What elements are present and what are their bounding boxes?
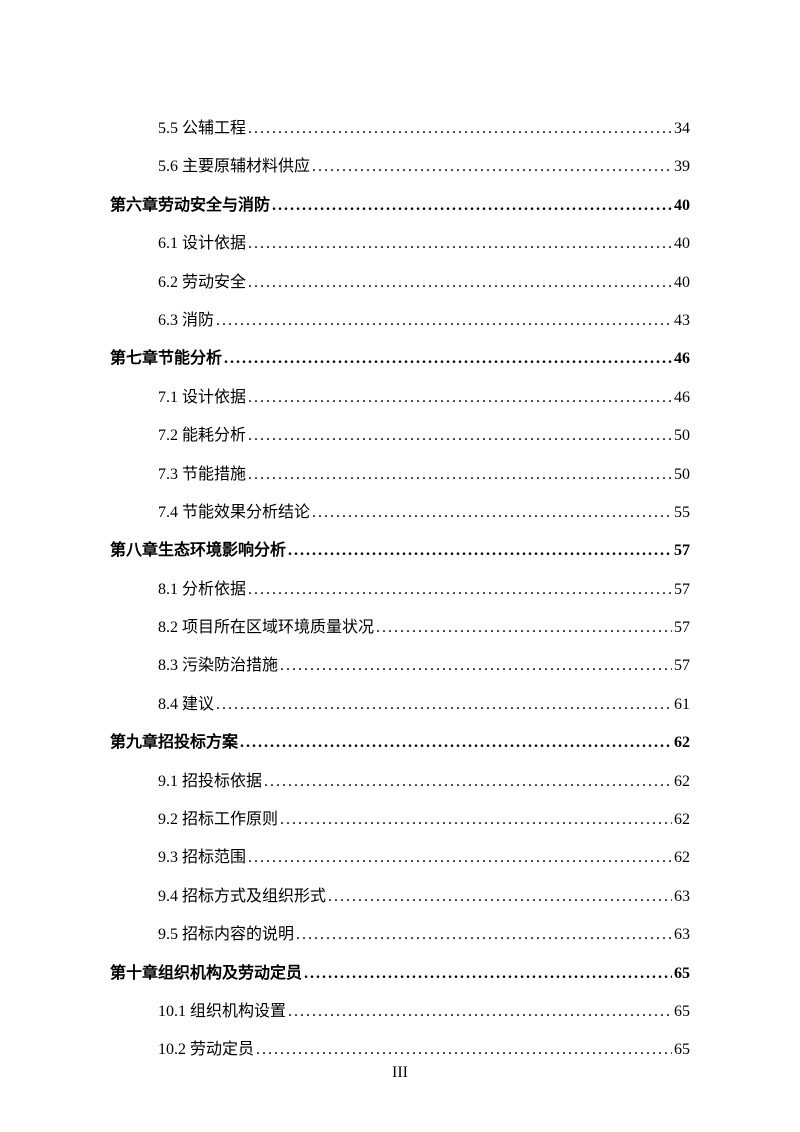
toc-entry: 第八章生态环境影响分析 57 [110, 532, 690, 570]
toc-leader [304, 955, 672, 993]
toc-entry: 7.1 设计依据 46 [110, 379, 690, 417]
toc-leader [312, 494, 672, 532]
toc-entry-page: 57 [674, 609, 690, 647]
toc-leader [296, 916, 672, 954]
toc-entry-page: 46 [674, 379, 690, 417]
toc-leader [240, 724, 672, 762]
toc-entry-page: 62 [674, 839, 690, 877]
toc-entry-page: 65 [674, 993, 690, 1031]
toc-entry-page: 62 [674, 724, 690, 762]
toc-entry: 第六章劳动安全与消防 40 [110, 187, 690, 225]
toc-entry-page: 50 [674, 417, 690, 455]
toc-entry: 10.1 组织机构设置 65 [110, 993, 690, 1031]
toc-entry: 8.1 分析依据 57 [110, 571, 690, 609]
toc-entry-label: 6.3 消防 [158, 302, 214, 340]
toc-entry-label: 第六章劳动安全与消防 [110, 187, 270, 225]
toc-entry-label: 6.1 设计依据 [158, 225, 246, 263]
toc-entry-page: 40 [674, 187, 690, 225]
toc-leader [288, 993, 672, 1031]
toc-entry-label: 7.4 节能效果分析结论 [158, 494, 310, 532]
toc-entry-page: 63 [674, 878, 690, 916]
toc-entry-page: 34 [674, 110, 690, 148]
toc-leader [224, 340, 672, 378]
toc-entry: 8.3 污染防治措施 57 [110, 647, 690, 685]
toc-entry-label: 9.2 招标工作原则 [158, 801, 278, 839]
toc-entry: 第七章节能分析 46 [110, 340, 690, 378]
toc-leader [248, 110, 672, 148]
toc-entry-label: 8.4 建议 [158, 686, 214, 724]
toc-entry-page: 62 [674, 763, 690, 801]
toc-entry: 9.1 招投标依据 62 [110, 763, 690, 801]
toc-entry: 9.2 招标工作原则 62 [110, 801, 690, 839]
toc-entry: 第十章组织机构及劳动定员 65 [110, 955, 690, 993]
toc-entry-label: 6.2 劳动安全 [158, 264, 246, 302]
toc-entry-label: 第十章组织机构及劳动定员 [110, 955, 302, 993]
toc-entry: 8.4 建议 61 [110, 686, 690, 724]
toc-entry-label: 第九章招投标方案 [110, 724, 238, 762]
toc-entry: 5.6 主要原辅材料供应 39 [110, 148, 690, 186]
toc-leader [376, 609, 672, 647]
toc-entry: 8.2 项目所在区域环境质量状况 57 [110, 609, 690, 647]
toc-leader [328, 878, 672, 916]
toc-entry-page: 50 [674, 456, 690, 494]
toc-entry: 7.3 节能措施 50 [110, 456, 690, 494]
toc-entry-label: 10.1 组织机构设置 [158, 993, 286, 1031]
toc-entry-page: 57 [674, 532, 690, 570]
toc-entry: 9.5 招标内容的说明 63 [110, 916, 690, 954]
toc-entry-label: 8.1 分析依据 [158, 571, 246, 609]
toc-entry-page: 43 [674, 302, 690, 340]
toc-entry: 7.2 能耗分析 50 [110, 417, 690, 455]
toc-entry: 5.5 公辅工程 34 [110, 110, 690, 148]
toc-entry-label: 第七章节能分析 [110, 340, 222, 378]
toc-entry-page: 40 [674, 225, 690, 263]
toc-leader [272, 187, 672, 225]
toc-leader [264, 763, 672, 801]
toc-entry-page: 57 [674, 647, 690, 685]
toc-entry-label: 第八章生态环境影响分析 [110, 532, 286, 570]
toc-entry-label: 9.5 招标内容的说明 [158, 916, 294, 954]
toc-leader [248, 225, 672, 263]
toc-leader [280, 801, 672, 839]
toc-leader [248, 417, 672, 455]
toc-entry-label: 7.1 设计依据 [158, 379, 246, 417]
toc-leader [248, 379, 672, 417]
toc-entry: 7.4 节能效果分析结论 55 [110, 494, 690, 532]
toc-entry-page: 62 [674, 801, 690, 839]
toc-leader [248, 456, 672, 494]
toc-entry: 6.3 消防 43 [110, 302, 690, 340]
toc-entry: 6.2 劳动安全 40 [110, 264, 690, 302]
toc-entry-label: 9.4 招标方式及组织形式 [158, 878, 326, 916]
toc-entry: 第九章招投标方案 62 [110, 724, 690, 762]
toc-entry-page: 65 [674, 955, 690, 993]
toc-entry-label: 7.2 能耗分析 [158, 417, 246, 455]
toc-leader [248, 264, 672, 302]
toc-entry-label: 9.1 招投标依据 [158, 763, 262, 801]
toc-entry-page: 40 [674, 264, 690, 302]
toc-entry-label: 8.3 污染防治措施 [158, 647, 278, 685]
toc-entry-page: 61 [674, 686, 690, 724]
toc-entry: 6.1 设计依据 40 [110, 225, 690, 263]
page-number: III [0, 1064, 800, 1082]
toc-entry-label: 5.6 主要原辅材料供应 [158, 148, 310, 186]
toc-entry-label: 8.2 项目所在区域环境质量状况 [158, 609, 374, 647]
toc-leader [216, 686, 672, 724]
toc-entry-page: 63 [674, 916, 690, 954]
toc-leader [248, 839, 672, 877]
table-of-contents: 5.5 公辅工程 345.6 主要原辅材料供应 39第六章劳动安全与消防 406… [110, 110, 690, 1070]
toc-leader [248, 571, 672, 609]
toc-entry-label: 5.5 公辅工程 [158, 110, 246, 148]
toc-entry-page: 55 [674, 494, 690, 532]
toc-leader [288, 532, 672, 570]
toc-entry-label: 9.3 招标范围 [158, 839, 246, 877]
toc-entry-page: 46 [674, 340, 690, 378]
toc-entry-page: 39 [674, 148, 690, 186]
toc-leader [216, 302, 672, 340]
toc-entry: 9.3 招标范围 62 [110, 839, 690, 877]
toc-leader [280, 647, 672, 685]
toc-entry: 9.4 招标方式及组织形式 63 [110, 878, 690, 916]
toc-entry-label: 7.3 节能措施 [158, 456, 246, 494]
toc-entry-page: 57 [674, 571, 690, 609]
toc-leader [312, 148, 672, 186]
